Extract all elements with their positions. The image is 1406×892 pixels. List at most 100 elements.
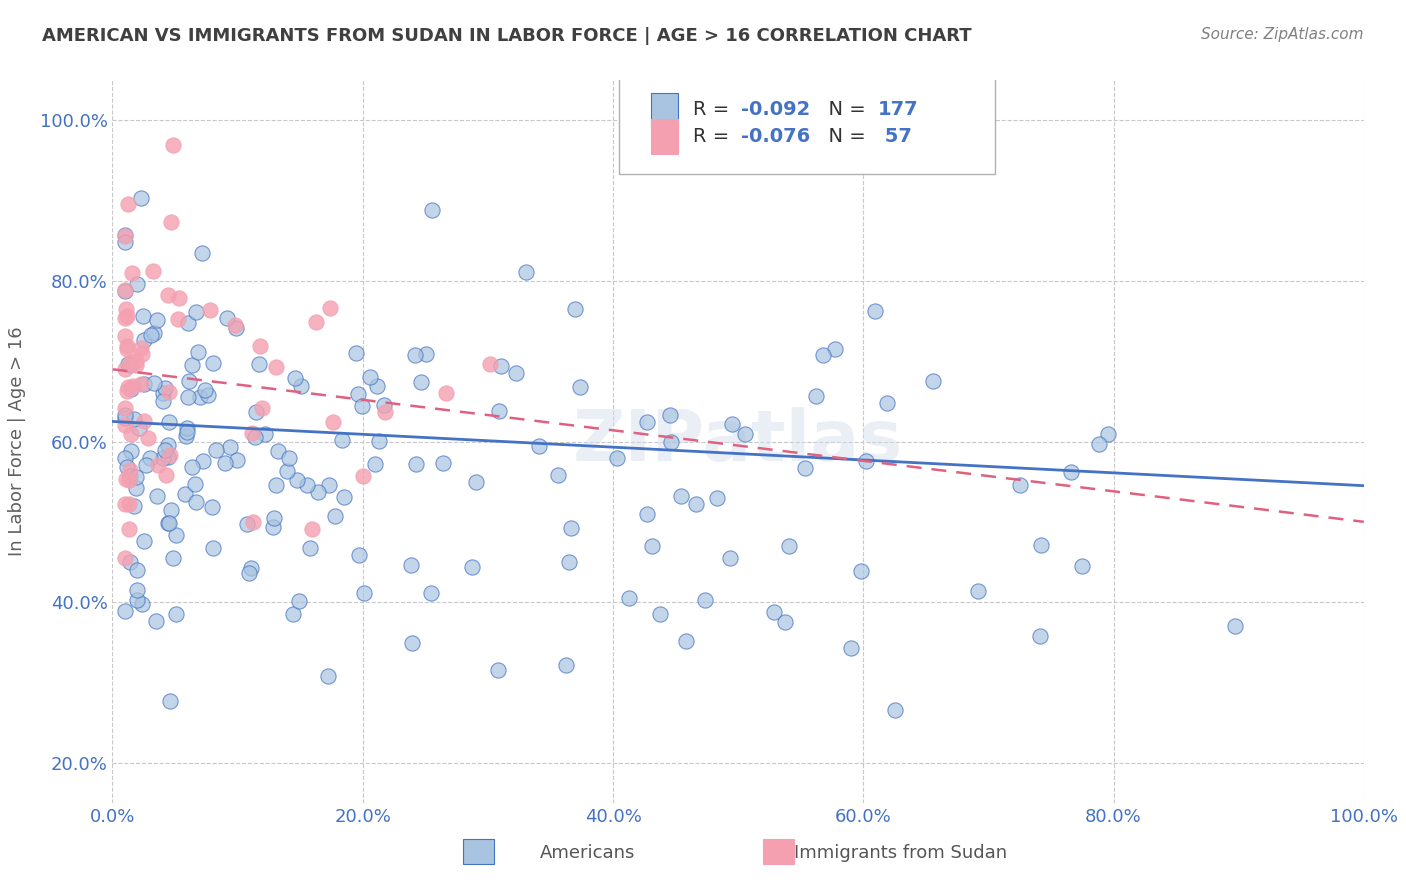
Point (478, 357, 501, 371)
Point (464, 475, 486, 490)
Point (669, 489, 692, 503)
Point (967, 583, 990, 598)
Point (436, 386, 458, 401)
Point (316, 669, 339, 683)
Point (191, 246, 214, 260)
Point (125, 592, 148, 607)
Point (165, 607, 187, 621)
Point (706, 491, 728, 505)
Point (806, 388, 828, 402)
Point (264, 477, 287, 491)
Point (184, 477, 207, 491)
Point (114, 311, 136, 326)
Point (173, 487, 195, 501)
Point (117, 473, 139, 487)
Point (136, 431, 159, 445)
Point (267, 443, 290, 458)
Point (162, 138, 184, 153)
Point (876, 395, 898, 409)
Text: -0.076: -0.076 (741, 128, 810, 146)
Point (114, 401, 136, 416)
Point (488, 403, 510, 417)
Point (143, 326, 166, 341)
Text: -0.092: -0.092 (741, 101, 810, 120)
Point (201, 356, 224, 370)
Point (1070, 558, 1092, 573)
Point (1097, 427, 1119, 442)
Point (205, 442, 228, 457)
Point (146, 313, 169, 327)
Point (236, 516, 259, 531)
Point (162, 551, 184, 566)
Point (177, 374, 200, 388)
Point (352, 469, 374, 483)
Point (322, 415, 344, 429)
Point (118, 462, 141, 476)
Point (129, 341, 152, 355)
Point (401, 636, 423, 650)
Point (366, 379, 388, 393)
Point (152, 386, 174, 401)
Point (122, 379, 145, 393)
Point (176, 421, 198, 435)
Point (127, 582, 149, 597)
Point (283, 607, 305, 621)
Point (217, 310, 239, 325)
Point (319, 301, 342, 315)
Point (606, 451, 628, 466)
Point (176, 428, 198, 442)
Point (115, 342, 138, 356)
Point (855, 453, 877, 467)
Text: Immigrants from Sudan: Immigrants from Sudan (794, 845, 1007, 863)
Point (134, 534, 156, 549)
Point (224, 318, 246, 332)
Point (554, 658, 576, 673)
Bar (651, 120, 678, 154)
Bar (763, 838, 794, 864)
Point (364, 457, 387, 471)
Point (198, 303, 221, 318)
Point (120, 555, 142, 569)
Point (157, 384, 180, 399)
Point (134, 414, 156, 428)
Point (167, 292, 190, 306)
Point (125, 563, 148, 577)
Point (297, 478, 319, 492)
Point (159, 448, 181, 462)
Point (288, 594, 311, 608)
Point (238, 566, 260, 580)
Point (650, 607, 672, 622)
Point (1060, 465, 1083, 479)
Text: 57: 57 (879, 128, 912, 146)
Point (132, 310, 155, 324)
Point (114, 550, 136, 565)
Point (353, 585, 375, 599)
Point (114, 450, 136, 465)
Point (114, 283, 136, 297)
Point (153, 381, 176, 395)
Point (193, 454, 215, 468)
Point (239, 561, 262, 575)
Point (415, 346, 437, 360)
Point (773, 615, 796, 630)
Point (157, 516, 180, 530)
Point (114, 408, 136, 422)
Point (121, 267, 143, 281)
Point (194, 383, 217, 397)
Point (181, 359, 204, 373)
Point (148, 458, 170, 472)
Point (117, 196, 139, 211)
Point (349, 548, 371, 562)
Point (156, 438, 179, 452)
Point (368, 434, 391, 448)
Point (125, 277, 148, 292)
Point (285, 473, 308, 487)
Point (165, 528, 187, 542)
Point (839, 641, 862, 656)
Point (115, 472, 138, 486)
Point (617, 591, 640, 605)
Point (564, 302, 586, 317)
Point (344, 346, 367, 360)
Point (505, 366, 527, 380)
Point (146, 489, 169, 503)
